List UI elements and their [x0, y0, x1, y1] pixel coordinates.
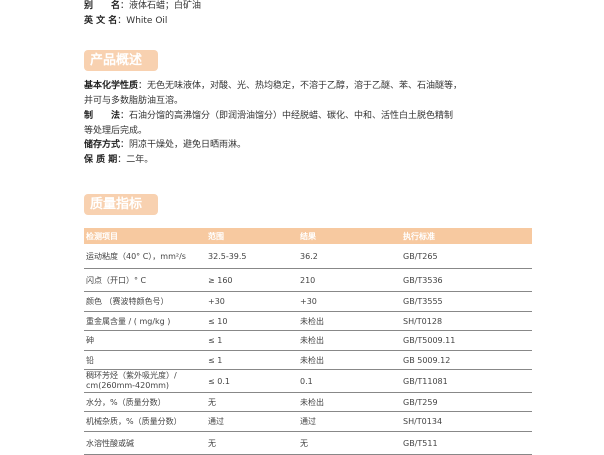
- table-cell: ≤ 1: [208, 355, 223, 365]
- table-cell: ≤ 10: [208, 316, 228, 326]
- table-cell: GB/T511: [403, 438, 438, 448]
- properties-line: 基本化学性质：无色无味液体，对酸、光、热均稳定，不溶于乙醇，溶于乙醚、苯、石油醚…: [84, 81, 463, 91]
- header-cell: 执行标准: [403, 231, 435, 241]
- table-cell: 无: [208, 397, 216, 407]
- table-cell: 通过: [300, 417, 316, 426]
- english-name-label: 英 文 名: [84, 16, 118, 26]
- table-cell: 通过: [208, 417, 224, 426]
- table-cell: 铅: [86, 355, 94, 365]
- table-cell: SH/T0134: [403, 417, 443, 426]
- table-cell: ≤ 0.1: [208, 376, 230, 386]
- table-cell: 210: [300, 275, 316, 285]
- properties-line-2: 并可与多数脂肪油互溶。: [84, 96, 184, 106]
- table-row: 重金属含量 / ( mg/kg ) ≤ 10 未检出 SH/T0128: [84, 312, 532, 331]
- table-cell: SH/T0128: [403, 316, 443, 326]
- method-value: 石油分馏的高沸馏分（即润滑油馏分）中经脱蜡、碳化、中和、活性白土脱色精制: [129, 111, 454, 121]
- table-cell: +30: [300, 297, 317, 306]
- storage-value: 阴凉干燥处，避免日晒雨淋。: [129, 140, 247, 150]
- table-cell: 重金属含量 / ( mg/kg ): [86, 316, 171, 326]
- table-cell: 未检出: [300, 336, 324, 345]
- table-cell: 无: [300, 438, 308, 448]
- header-cell: 范围: [208, 231, 224, 241]
- table-cell: 32.5-39.5: [208, 251, 247, 261]
- alias-label: 别 名: [84, 1, 121, 11]
- english-name-line: 英 文 名：White Oil: [84, 16, 168, 26]
- table-cell: GB/T11081: [403, 376, 448, 386]
- method-line-2: 等处理后完成。: [84, 126, 148, 136]
- table-cell: 水溶性酸或碱: [86, 438, 134, 448]
- quality-table: 检测项目 范围 结果 执行标准 运动粘度（40° C），mm²/s 32.5-39…: [84, 228, 532, 455]
- table-header: 检测项目 范围 结果 执行标准: [84, 228, 532, 244]
- english-name-value: White Oil: [126, 16, 168, 26]
- table-row: 砷 ≤ 1 未检出 GB/T5009.11: [84, 331, 532, 351]
- table-cell: 颜色 （赛波特颜色号）: [86, 297, 169, 306]
- table-cell: 未检出: [300, 355, 324, 365]
- table-cell: 砷: [86, 336, 94, 345]
- table-row: 闪点（开口）° C ≥ 160 210 GB/T3536: [84, 269, 532, 292]
- table-row: 铅 ≤ 1 未检出 GB 5009.12: [84, 351, 532, 370]
- table-row: 颜色 （赛波特颜色号） +30 +30 GB/T3555: [84, 292, 532, 312]
- table-cell: 运动粘度（40° C），mm²/s: [86, 251, 186, 261]
- table-cell: 无: [208, 438, 216, 448]
- table-cell: ≤ 1: [208, 336, 223, 345]
- method-line: 制 法：石油分馏的高沸馏分（即润滑油馏分）中经脱蜡、碳化、中和、活性白土脱色精制: [84, 111, 454, 121]
- alias-value: 液体石蜡；白矿油: [129, 1, 202, 11]
- alias-line: 别 名：液体石蜡；白矿油: [84, 1, 202, 11]
- properties-value: 无色无味液体，对酸、光、热均稳定，不溶于乙醇，溶于乙醚、苯、石油醚等，: [147, 81, 463, 91]
- shelf-life-value: 二年。: [126, 155, 154, 165]
- table-cell: 稠环芳烃（紫外吸光度）/ cm(260mm-420mm): [86, 371, 177, 390]
- table-cell: 水分，%（质量分数）: [86, 397, 166, 407]
- table-row: 水溶性酸或碱 无 无 GB/T511: [84, 432, 532, 455]
- table-cell: GB/T5009.11: [403, 336, 456, 345]
- storage-line: 储存方式：阴凉干燥处，避免日晒雨淋。: [84, 140, 247, 150]
- storage-label: 储存方式: [84, 140, 121, 150]
- table-row: 运动粘度（40° C），mm²/s 32.5-39.5 36.2 GB/T265: [84, 244, 532, 269]
- table-cell: 未检出: [300, 316, 324, 326]
- table-row: 水分，%（质量分数） 无 未检出 GB/T259: [84, 393, 532, 412]
- table-cell: ≥ 160: [208, 275, 233, 285]
- table-cell: GB/T3536: [403, 275, 443, 285]
- table-cell: GB/T3555: [403, 297, 443, 306]
- shelf-life-label: 保 质 期: [84, 155, 118, 165]
- properties-label: 基本化学性质: [84, 81, 139, 91]
- table-cell: 闪点（开口）° C: [86, 275, 147, 285]
- table-cell: 未检出: [300, 397, 324, 407]
- shelf-life-line: 保 质 期：二年。: [84, 155, 154, 165]
- table-cell: +30: [208, 297, 225, 306]
- quality-heading: 质量指标: [84, 194, 158, 215]
- table-row: 机械杂质，%（质量分数） 通过 通过 SH/T0134: [84, 412, 532, 432]
- table-cell: 0.1: [300, 376, 313, 386]
- header-cell: 检测项目: [86, 231, 118, 241]
- header-cell: 结果: [300, 231, 316, 241]
- table-cell: GB 5009.12: [403, 355, 451, 365]
- table-row: 稠环芳烃（紫外吸光度）/ cm(260mm-420mm) ≤ 0.1 0.1 GB/T…: [84, 370, 532, 393]
- table-cell: 36.2: [300, 251, 318, 261]
- table-cell: GB/T259: [403, 397, 438, 407]
- method-label: 制 法: [84, 111, 121, 121]
- overview-heading: 产品概述: [84, 50, 158, 71]
- table-cell: 机械杂质，%（质量分数）: [86, 417, 182, 426]
- table-cell: GB/T265: [403, 251, 438, 261]
